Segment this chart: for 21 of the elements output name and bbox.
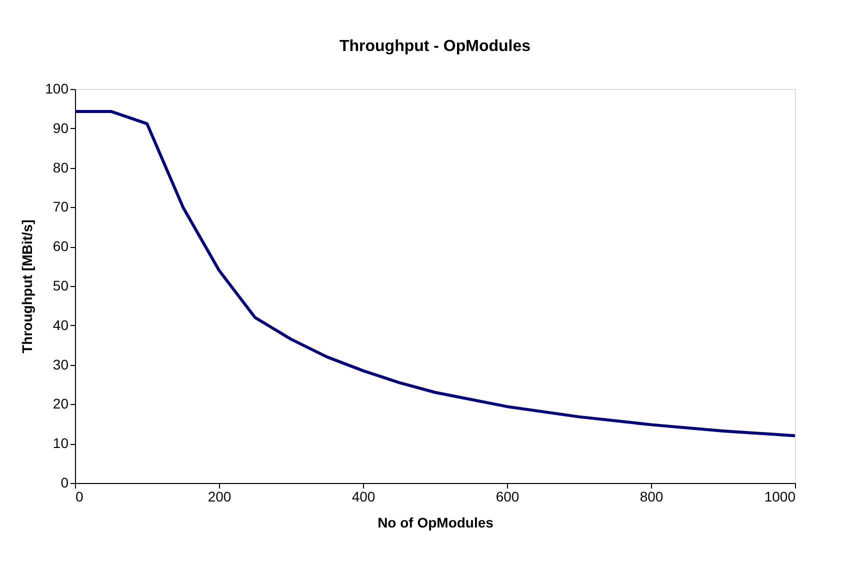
x-tick-label: 600 xyxy=(496,488,520,504)
y-tick-label: 80 xyxy=(52,159,69,176)
x-tick-label: 400 xyxy=(352,488,376,504)
y-tick-label: 60 xyxy=(52,238,69,254)
x-tick-label: 0 xyxy=(76,488,84,504)
line-series xyxy=(74,110,796,438)
chart-title: Throughput - OpModules xyxy=(339,38,531,55)
y-tick-label: 100 xyxy=(45,80,69,96)
x-tick-label: 200 xyxy=(208,488,232,504)
x-axis-title: No of OpModules xyxy=(378,514,494,530)
x-tick-label: 800 xyxy=(640,488,664,504)
y-tick-label: 30 xyxy=(52,356,69,372)
y-tick-label: 70 xyxy=(52,198,69,215)
y-tick-label: 10 xyxy=(52,435,69,452)
y-axis-title: Throughput [MBit/s] xyxy=(19,220,36,354)
y-tick-label: 0 xyxy=(60,474,69,490)
y-tick-label: 40 xyxy=(52,316,69,333)
x-tick-label: 1000 xyxy=(764,488,796,504)
y-tick-label: 90 xyxy=(52,120,69,136)
y-tick-label: 50 xyxy=(52,278,69,294)
y-tick-label: 20 xyxy=(52,396,69,412)
